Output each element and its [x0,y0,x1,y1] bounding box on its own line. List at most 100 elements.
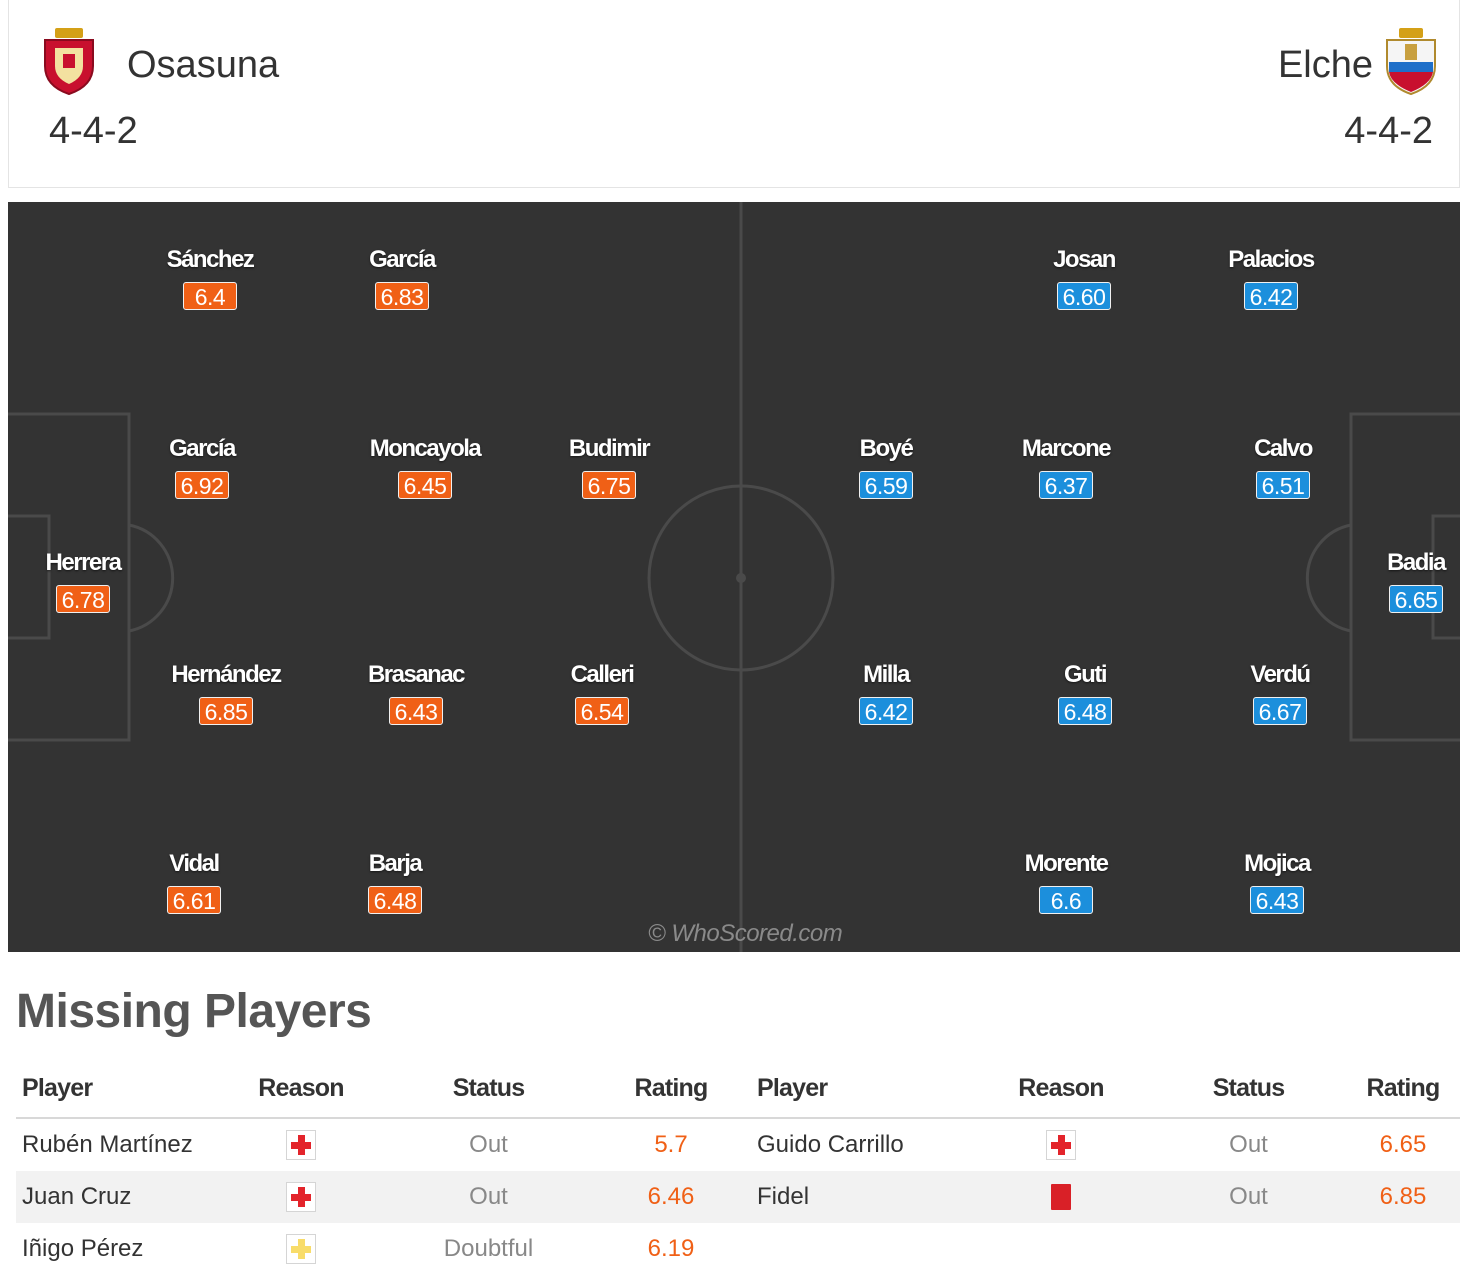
table-header-row: Player Reason Status Rating Player Reaso… [16,1060,1460,1119]
player-name: Barja [368,850,423,877]
player-name: Boyé [859,435,914,462]
home-player[interactable]: García 6.83 [327,246,477,310]
player-name: Marcone [1021,435,1112,462]
away-player[interactable]: Palacios 6.42 [1196,246,1346,310]
away-player[interactable]: Guti 6.48 [1010,661,1160,725]
osasuna-crest-icon[interactable] [41,26,97,96]
missing-player-name[interactable]: Rubén Martínez [22,1130,193,1158]
player-name: García [369,246,436,273]
col-header-reason[interactable]: Reason [971,1060,1151,1119]
away-player[interactable]: Marcone 6.37 [991,435,1141,499]
table-row: Rubén Martínez Out 5.7 Guido Carrillo Ou… [16,1118,1460,1171]
home-player[interactable]: Budimir 6.75 [534,435,684,499]
whoscored-watermark: © WhoScored.com [648,920,843,947]
missing-status: Out [1229,1130,1268,1158]
col-header-player[interactable]: Player [16,1060,216,1119]
player-rating: 6.48 [1057,697,1113,725]
player-name: Sánchez [166,246,255,273]
player-name: Verdú [1250,661,1311,688]
home-player[interactable]: Brasanac 6.43 [341,661,491,725]
missing-rating: 6.65 [1379,1130,1427,1158]
away-player[interactable]: Josan 6.60 [1009,246,1159,310]
red-card-icon [1051,1184,1071,1211]
formation-pitch: Sánchez 6.4 García 6.83 García 6.92 Monc… [8,202,1460,952]
player-rating: 6.4 [183,282,237,310]
player-rating: 6.65 [1388,585,1444,613]
home-player[interactable]: García 6.92 [127,435,277,499]
home-formation: 4-4-2 [49,110,138,152]
away-player[interactable]: Boyé 6.59 [811,435,961,499]
player-name: Guti [1064,661,1108,688]
table-row: Iñigo Pérez Doubtful 6.19 [16,1223,1460,1276]
away-player-goalkeeper[interactable]: Badia 6.65 [1341,549,1460,613]
missing-status: Out [386,1170,591,1223]
home-player-goalkeeper[interactable]: Herrera 6.78 [8,549,158,613]
player-name: Josan [1053,246,1116,273]
away-player[interactable]: Calvo 6.51 [1208,435,1358,499]
injury-red-cross-icon [1046,1129,1076,1160]
player-rating: 6.37 [1038,471,1094,499]
player-rating: 6.42 [858,697,914,725]
doubtful-yellow-cross-icon [286,1234,316,1265]
player-name: Calleri [570,661,635,688]
col-header-rating[interactable]: Rating [591,1060,751,1119]
player-rating: 6.75 [581,471,637,499]
player-rating: 6.43 [1249,886,1305,914]
col-header-player[interactable]: Player [751,1060,971,1119]
player-name: Hernández [171,661,282,688]
missing-player-name[interactable]: Fidel [751,1170,971,1223]
missing-status: Out [469,1130,508,1158]
elche-crest-icon[interactable] [1383,26,1439,96]
missing-player-name[interactable]: Iñigo Pérez [22,1235,144,1263]
player-name: García [169,435,236,462]
col-header-status[interactable]: Status [1151,1060,1346,1119]
away-formation: 4-4-2 [1344,110,1433,152]
col-header-rating[interactable]: Rating [1346,1060,1460,1119]
player-rating: 6.85 [198,697,254,725]
player-rating: 6.54 [574,697,630,725]
player-rating: 6.60 [1056,282,1112,310]
home-player[interactable]: Vidal 6.61 [119,850,269,914]
col-header-status[interactable]: Status [386,1060,591,1119]
player-rating: 6.45 [397,471,453,499]
player-rating: 6.48 [367,886,423,914]
missing-rating: 5.7 [654,1130,688,1158]
player-name: Calvo [1254,435,1313,462]
player-rating: 6.92 [174,471,230,499]
away-team-name[interactable]: Elche [1277,44,1373,86]
missing-rating: 6.46 [591,1170,751,1223]
player-name: Moncayola [369,435,482,462]
missing-player-name[interactable]: Juan Cruz [16,1170,216,1223]
injury-red-cross-icon [286,1129,316,1160]
missing-status: Doubtful [443,1235,534,1263]
player-rating: 6.78 [55,585,111,613]
home-player[interactable]: Sánchez 6.4 [135,246,285,310]
player-rating: 6.61 [166,886,222,914]
missing-rating: 6.19 [647,1235,695,1263]
player-rating: 6.51 [1255,471,1311,499]
col-header-reason[interactable]: Reason [216,1060,386,1119]
home-player[interactable]: Barja 6.48 [320,850,470,914]
home-team-name[interactable]: Osasuna [127,44,280,86]
player-name: Mojica [1244,850,1311,877]
home-player[interactable]: Calleri 6.54 [527,661,677,725]
away-player[interactable]: Verdú 6.67 [1205,661,1355,725]
home-player[interactable]: Hernández 6.85 [151,661,301,725]
away-player[interactable]: Morente 6.6 [991,850,1141,914]
player-rating: 6.6 [1039,886,1093,914]
table-row: Juan Cruz Out 6.46 Fidel Out 6.85 [16,1170,1460,1223]
home-player[interactable]: Moncayola 6.45 [350,435,500,499]
missing-player-name[interactable]: Guido Carrillo [757,1130,904,1158]
player-name: Vidal [169,850,220,877]
player-rating: 6.83 [374,282,430,310]
player-rating: 6.42 [1243,282,1299,310]
missing-players-table: Player Reason Status Rating Player Reaso… [16,1060,1460,1276]
away-player[interactable]: Mojica 6.43 [1202,850,1352,914]
away-player[interactable]: Milla 6.42 [811,661,961,725]
missing-players-title: Missing Players [16,985,372,1038]
player-name: Herrera [45,549,122,576]
missing-status: Out [1151,1170,1346,1223]
injury-red-cross-icon [286,1181,316,1212]
match-header: Osasuna 4-4-2 Elche 4-4-2 [8,0,1460,188]
player-name: Milla [863,661,910,688]
